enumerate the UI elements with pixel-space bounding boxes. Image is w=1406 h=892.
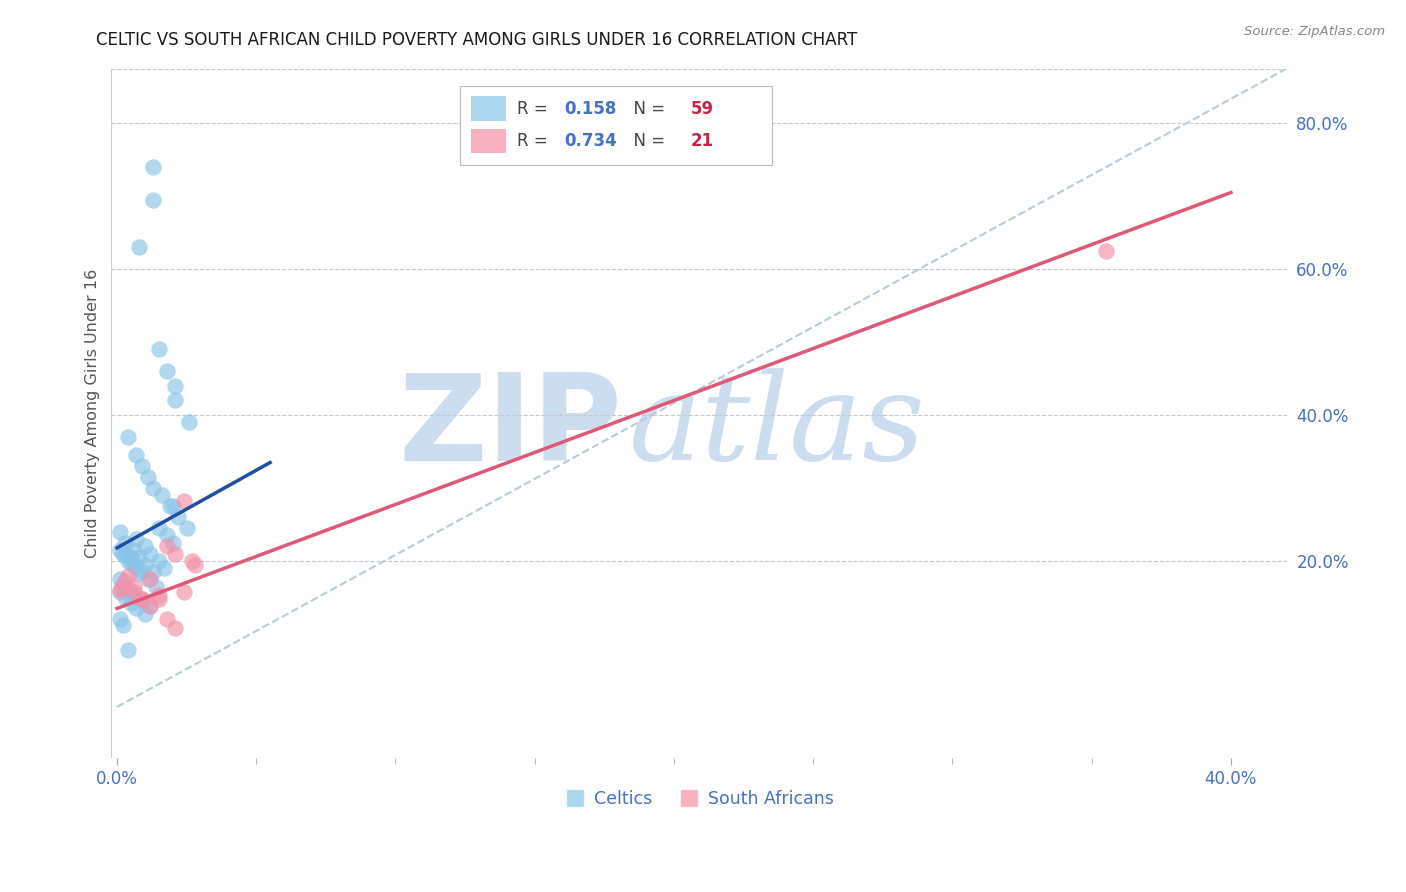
Text: 59: 59 — [690, 100, 714, 118]
FancyBboxPatch shape — [460, 86, 772, 165]
Point — [139, 547, 162, 561]
Point — [156, 612, 179, 626]
Point — [145, 580, 167, 594]
Point — [136, 470, 159, 484]
Point — [128, 550, 150, 565]
Text: atlas: atlas — [628, 368, 925, 486]
Point — [153, 561, 176, 575]
Point — [150, 488, 173, 502]
Point — [108, 543, 131, 558]
Point — [156, 528, 179, 542]
Point — [148, 591, 170, 606]
Point — [122, 588, 145, 602]
Point — [131, 594, 153, 608]
FancyBboxPatch shape — [471, 96, 506, 121]
Point — [128, 566, 150, 581]
Point — [117, 554, 139, 568]
Point — [114, 574, 136, 588]
Point — [142, 160, 165, 174]
Point — [122, 559, 145, 574]
Point — [114, 543, 136, 558]
Point — [108, 584, 131, 599]
Point — [120, 596, 142, 610]
Text: CELTIC VS SOUTH AFRICAN CHILD POVERTY AMONG GIRLS UNDER 16 CORRELATION CHART: CELTIC VS SOUTH AFRICAN CHILD POVERTY AM… — [96, 31, 856, 49]
Point — [165, 621, 187, 635]
Point — [165, 379, 187, 393]
Text: 21: 21 — [690, 132, 714, 150]
Text: ZIP: ZIP — [399, 368, 623, 485]
Point — [108, 572, 131, 586]
Point — [159, 500, 181, 514]
Point — [134, 558, 156, 572]
Point — [173, 494, 195, 508]
Point — [156, 540, 179, 554]
Text: R =: R = — [517, 100, 553, 118]
Point — [131, 591, 153, 606]
Point — [122, 543, 145, 558]
Point — [148, 343, 170, 357]
Point — [125, 559, 148, 574]
Point — [134, 540, 156, 554]
Point — [111, 547, 134, 561]
Point — [131, 564, 153, 578]
Point — [148, 554, 170, 568]
Point — [122, 580, 145, 594]
Point — [165, 393, 187, 408]
Point — [173, 584, 195, 599]
Point — [111, 581, 134, 595]
Point — [142, 481, 165, 495]
Text: R =: R = — [517, 132, 553, 150]
Point — [165, 547, 187, 561]
Point — [139, 599, 162, 614]
Point — [117, 583, 139, 598]
FancyBboxPatch shape — [471, 128, 506, 153]
Point — [162, 535, 184, 549]
Point — [184, 558, 207, 572]
Point — [120, 554, 142, 568]
Point — [117, 643, 139, 657]
Point — [148, 588, 170, 602]
Point — [139, 572, 162, 586]
Point — [179, 416, 201, 430]
Point — [167, 510, 190, 524]
Point — [114, 548, 136, 562]
Point — [125, 448, 148, 462]
Text: 0.158: 0.158 — [564, 100, 616, 118]
Point — [131, 459, 153, 474]
Point — [142, 193, 165, 207]
Point — [128, 240, 150, 254]
Point — [125, 532, 148, 546]
Point — [142, 565, 165, 579]
Text: N =: N = — [623, 132, 671, 150]
Legend: Celtics, South Africans: Celtics, South Africans — [557, 783, 841, 814]
Point — [108, 583, 131, 598]
Text: Source: ZipAtlas.com: Source: ZipAtlas.com — [1244, 25, 1385, 38]
Point — [122, 584, 145, 599]
Point — [1094, 244, 1116, 258]
Text: N =: N = — [623, 100, 671, 118]
Point — [117, 568, 139, 582]
Point — [108, 612, 131, 626]
Point — [111, 618, 134, 632]
Point — [117, 430, 139, 444]
Point — [181, 554, 204, 568]
Point — [176, 521, 198, 535]
Point — [136, 572, 159, 586]
Point — [114, 535, 136, 549]
Y-axis label: Child Poverty Among Girls Under 16: Child Poverty Among Girls Under 16 — [86, 268, 100, 558]
Point — [131, 591, 153, 606]
Point — [162, 500, 184, 514]
Point — [134, 607, 156, 621]
Point — [120, 550, 142, 565]
Point — [139, 599, 162, 614]
Text: 0.734: 0.734 — [564, 132, 617, 150]
Point — [111, 577, 134, 591]
Point — [156, 364, 179, 378]
Point — [125, 600, 148, 615]
Point — [108, 524, 131, 539]
Point — [148, 521, 170, 535]
Point — [114, 591, 136, 605]
